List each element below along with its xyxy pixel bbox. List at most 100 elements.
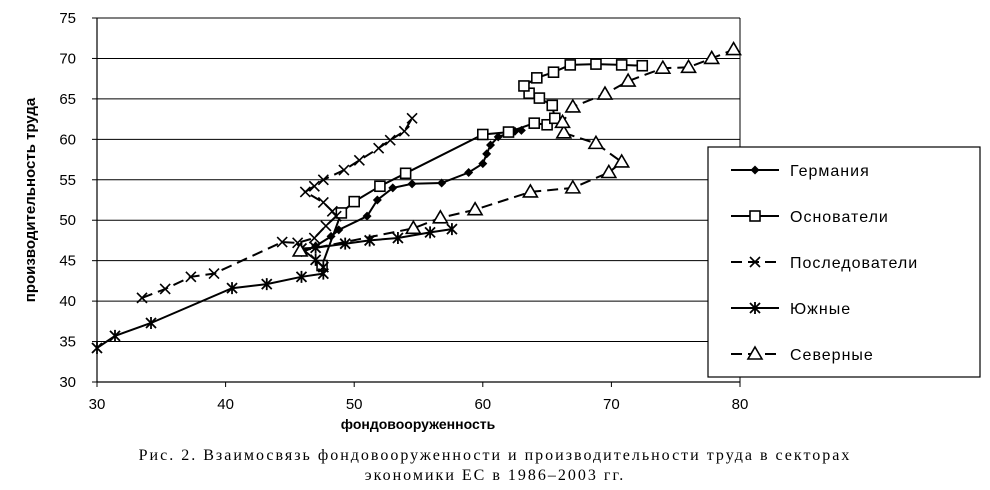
y-tick-label: 40 [59, 293, 76, 310]
data-point-diamond [478, 159, 488, 169]
data-point-square [476, 128, 489, 141]
data-point-x [308, 180, 320, 192]
data-point-diamond [362, 211, 372, 221]
legend-item-2: Основатели [731, 209, 889, 226]
legend: Германия Основатели Последователи Южные Севе… [707, 146, 981, 378]
x-tick-label: 50 [346, 396, 363, 413]
data-point-diamond [388, 183, 398, 193]
data-point-square [636, 59, 649, 72]
data-point-x [299, 186, 311, 198]
data-point-square [590, 58, 602, 70]
data-point-x [353, 154, 365, 166]
data-point-triangle [466, 201, 484, 216]
data-point-diamond [437, 178, 447, 188]
figure-caption: Рис. 2. Взаимосвязь фондовооруженности и… [0, 446, 990, 486]
data-point-x [373, 142, 385, 154]
data-point-triangle [654, 59, 672, 74]
data-point-asterisk [145, 316, 157, 329]
series-1 [296, 125, 526, 258]
y-tick-label: 75 [59, 10, 76, 27]
data-point-square [564, 59, 577, 71]
data-point-x [159, 283, 171, 295]
data-point-square [541, 118, 553, 131]
data-point-x [749, 256, 761, 268]
data-point-square [549, 112, 561, 125]
y-tick-label: 55 [59, 172, 76, 189]
x-tick-label: 30 [89, 396, 106, 413]
data-point-asterisk [749, 302, 761, 314]
data-point-asterisk [109, 329, 121, 342]
data-point-triangle [555, 124, 573, 139]
data-point-triangle [564, 179, 582, 194]
data-point-x [406, 112, 418, 124]
series-3 [136, 112, 418, 304]
x-tick-label: 60 [474, 396, 491, 413]
data-point-x [384, 134, 396, 146]
data-point-x [276, 236, 288, 248]
axes [92, 17, 741, 387]
legend-label: Основатели [790, 209, 889, 226]
data-point-diamond [372, 195, 382, 205]
x-tick-label: 80 [732, 396, 749, 413]
y-tick-label: 35 [59, 334, 76, 351]
data-point-triangle [600, 163, 618, 179]
data-point-triangle [404, 219, 422, 235]
data-point-diamond [482, 149, 492, 159]
data-point-x [398, 125, 410, 137]
series-layer [91, 40, 742, 355]
data-point-square [348, 195, 361, 208]
legend-item-3: Последователи [731, 255, 918, 272]
legend-item-4: Южные [731, 301, 851, 318]
data-point-asterisk [309, 241, 322, 254]
data-point-x [338, 164, 350, 176]
data-point-square [531, 72, 543, 84]
legend-item-1: Германия [731, 163, 869, 180]
data-point-square [615, 59, 628, 71]
data-point-triangle [564, 98, 582, 113]
data-point-square [528, 117, 541, 129]
series-line [301, 129, 522, 254]
y-tick-label: 50 [59, 212, 76, 229]
series-line [300, 48, 734, 252]
legend-item-5: Северные [731, 345, 873, 364]
data-point-triangle [680, 58, 697, 74]
y-tick-label: 60 [59, 131, 76, 148]
data-point-x [320, 220, 332, 232]
series-line [96, 228, 453, 349]
data-point-square [518, 80, 530, 92]
data-point-asterisk [295, 270, 308, 283]
data-point-x [208, 268, 220, 280]
legend-label: Южные [790, 301, 851, 318]
data-point-x [326, 205, 338, 217]
data-point-triangle [703, 49, 721, 65]
data-point-square [547, 66, 560, 78]
y-tick-label: 45 [59, 253, 76, 270]
data-point-diamond [407, 179, 417, 189]
y-tick-label: 65 [59, 91, 76, 108]
data-point-square [502, 126, 515, 138]
y-tick-label: 70 [59, 50, 76, 67]
x-tick-labels: 30 40 50 60 70 80 [89, 396, 749, 413]
data-point-x [317, 174, 329, 186]
data-point-triangle [596, 85, 614, 100]
data-point-triangle [291, 242, 309, 257]
data-point-square [533, 92, 546, 104]
legend-label: Последователи [790, 255, 918, 272]
data-point-triangle [746, 345, 764, 360]
data-point-asterisk [392, 232, 404, 245]
data-point-asterisk [261, 278, 273, 291]
data-point-triangle [619, 72, 637, 87]
data-point-triangle [613, 153, 631, 168]
data-point-square [749, 210, 761, 222]
y-tick-labels: 30 35 40 45 50 55 60 65 70 75 [59, 10, 76, 391]
data-point-triangle [521, 183, 539, 198]
caption-line-2: экономики ЕС в 1986–2003 гг. [364, 467, 626, 484]
data-point-triangle [725, 40, 742, 56]
data-point-asterisk [339, 237, 351, 250]
series-5 [291, 40, 742, 257]
data-point-x [185, 271, 197, 283]
data-point-asterisk [226, 282, 238, 295]
data-point-asterisk [446, 223, 458, 236]
data-point-square [374, 180, 386, 193]
